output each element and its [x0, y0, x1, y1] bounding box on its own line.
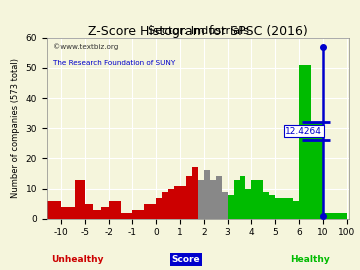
- Bar: [174, 185, 180, 219]
- Bar: [323, 143, 324, 219]
- Bar: [180, 185, 186, 219]
- Bar: [204, 170, 210, 219]
- Bar: [251, 180, 257, 219]
- Bar: [234, 180, 239, 219]
- Y-axis label: Number of companies (573 total): Number of companies (573 total): [11, 58, 20, 198]
- Bar: [47, 201, 61, 219]
- Bar: [75, 180, 85, 219]
- Text: The Research Foundation of SUNY: The Research Foundation of SUNY: [53, 59, 175, 66]
- Bar: [287, 198, 293, 219]
- Bar: [281, 198, 287, 219]
- Bar: [222, 191, 228, 219]
- Text: 12.4264: 12.4264: [285, 127, 322, 136]
- Text: ©www.textbiz.org: ©www.textbiz.org: [53, 43, 118, 50]
- Bar: [269, 195, 275, 219]
- Bar: [93, 210, 101, 219]
- Text: Unhealthy: Unhealthy: [51, 255, 103, 264]
- Text: Healthy: Healthy: [290, 255, 330, 264]
- Bar: [109, 201, 121, 219]
- Bar: [101, 207, 109, 219]
- Bar: [85, 204, 93, 219]
- Bar: [162, 191, 168, 219]
- Bar: [293, 201, 299, 219]
- Bar: [156, 198, 162, 219]
- Bar: [257, 180, 263, 219]
- Bar: [168, 188, 174, 219]
- Bar: [132, 210, 144, 219]
- Bar: [263, 191, 269, 219]
- Bar: [311, 122, 323, 219]
- Bar: [216, 177, 222, 219]
- Bar: [186, 177, 192, 219]
- Title: Z-Score Histogram for SPSC (2016): Z-Score Histogram for SPSC (2016): [88, 25, 308, 38]
- Bar: [198, 180, 204, 219]
- Bar: [210, 180, 216, 219]
- Text: Sector: Industrials: Sector: Industrials: [148, 26, 248, 36]
- Bar: [299, 65, 311, 219]
- Bar: [324, 213, 347, 219]
- Bar: [246, 188, 251, 219]
- Bar: [192, 167, 198, 219]
- Bar: [144, 204, 156, 219]
- Bar: [61, 207, 75, 219]
- Bar: [228, 195, 234, 219]
- Bar: [275, 198, 281, 219]
- Bar: [121, 213, 132, 219]
- Text: Score: Score: [172, 255, 200, 264]
- Bar: [239, 177, 246, 219]
